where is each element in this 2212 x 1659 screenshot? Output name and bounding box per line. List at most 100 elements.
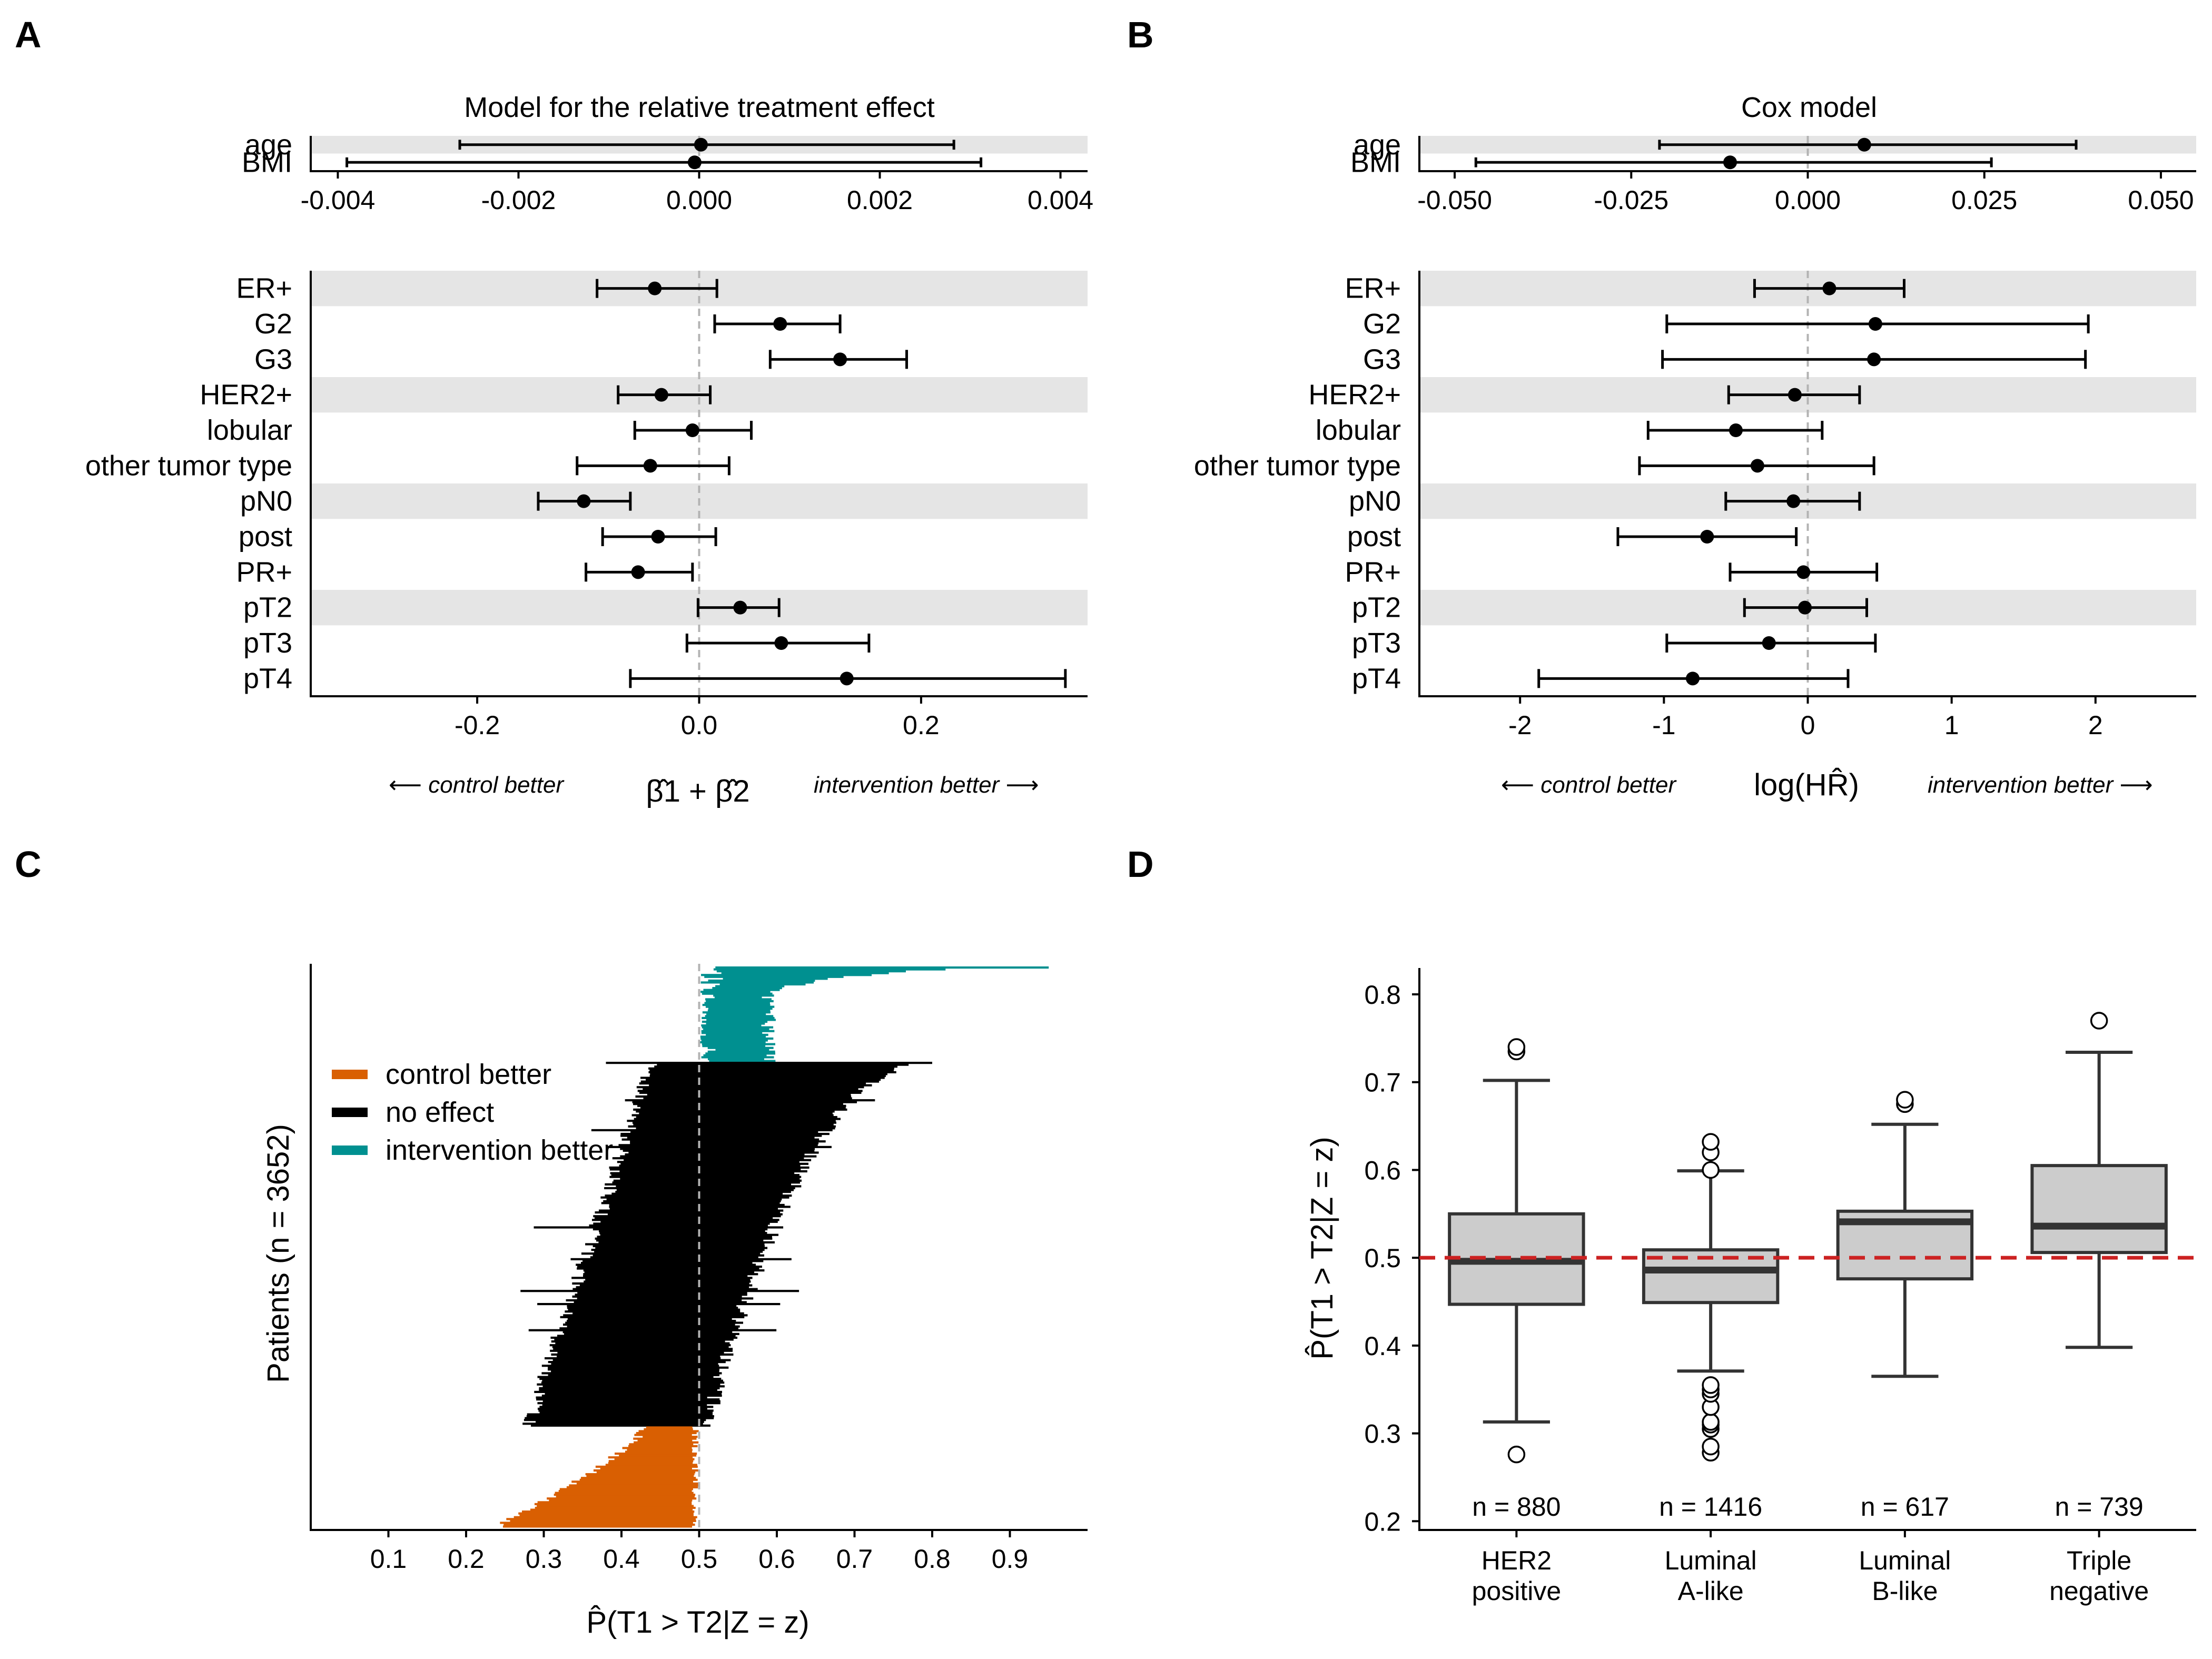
interval-intervention-better [702, 1016, 775, 1019]
interval-no-effect [612, 1181, 800, 1184]
interval-no-effect [619, 1164, 801, 1167]
interval-no-effect [556, 1355, 720, 1358]
interval-no-effect [550, 1336, 738, 1339]
interval-intervention-better [709, 1060, 776, 1062]
interval-no-effect [536, 1420, 704, 1423]
interval-intervention-better [706, 1019, 776, 1021]
interval-control-better [554, 1494, 696, 1496]
interval-no-effect [542, 1404, 707, 1406]
interval-no-effect [565, 1321, 744, 1324]
x-tick-label: 0.3 [526, 1544, 562, 1574]
interval-control-better [608, 1461, 693, 1464]
interval-control-better [559, 1488, 693, 1490]
interval-no-effect [649, 1069, 894, 1072]
interval-no-effect [592, 1245, 765, 1248]
x-tick-label: -0.050 [1417, 185, 1492, 215]
outlier-luminal-a-like [1702, 1133, 1720, 1151]
interval-no-effect [557, 1351, 724, 1354]
interval-no-effect [609, 1203, 785, 1206]
interval-no-effect [631, 1114, 834, 1117]
x-tick-label: -0.025 [1594, 185, 1668, 215]
interval-no-effect [541, 1372, 722, 1375]
interval-control-better [593, 1469, 698, 1472]
legend-label-control-better: control better [386, 1059, 551, 1090]
interval-no-effect [648, 1067, 894, 1070]
interval-control-better [566, 1486, 698, 1489]
interval-no-effect [627, 1120, 836, 1122]
interval-no-effect [537, 1376, 714, 1378]
interval-no-effect [584, 1280, 751, 1283]
estimate-point-age [1857, 137, 1871, 152]
interval-no-effect [550, 1349, 733, 1352]
interval-no-effect [536, 1396, 707, 1399]
interval-no-effect [601, 1202, 780, 1204]
interval-control-better [644, 1428, 693, 1430]
panel-a-xlabel: β̂1 + β̂2 [646, 774, 749, 808]
interval-no-effect [534, 1226, 784, 1229]
panel-a-note-right: intervention better ⟶ [814, 772, 1039, 798]
estimate-point-pt2 [1798, 600, 1812, 615]
x-tick-label: 0.1 [370, 1544, 407, 1574]
interval-no-effect [650, 1073, 887, 1075]
interval-control-better [646, 1426, 693, 1429]
interval-control-better [571, 1480, 694, 1483]
interval-control-better [569, 1484, 699, 1487]
estimate-point-g2 [773, 317, 787, 331]
interval-no-effect [625, 1099, 875, 1102]
interval-no-effect [657, 1063, 909, 1066]
interval-no-effect [537, 1402, 720, 1405]
interval-intervention-better [702, 1026, 774, 1029]
estimate-point-her2 [1788, 388, 1802, 402]
estimate-point-bmi [1723, 155, 1737, 170]
interval-no-effect [606, 1062, 932, 1064]
interval-no-effect [625, 1153, 805, 1156]
interval-no-effect [591, 1219, 779, 1221]
interval-no-effect [562, 1331, 733, 1334]
interval-intervention-better [715, 985, 785, 987]
row-label-g3: G3 [254, 343, 292, 375]
interval-no-effect [640, 1080, 880, 1083]
estimate-point-pr [631, 565, 645, 579]
interval-no-effect [564, 1332, 739, 1335]
interval-intervention-better [706, 1013, 766, 1015]
interval-no-effect [616, 1185, 802, 1188]
interval-intervention-better [703, 1054, 767, 1056]
x-tick-label: 2 [2088, 710, 2103, 740]
legend-swatch-intervention-better [332, 1146, 368, 1155]
interval-control-better [608, 1456, 693, 1459]
row-label-age: age [1354, 129, 1401, 161]
row-label-lobular: lobular [207, 414, 292, 446]
interval-no-effect [623, 1149, 815, 1152]
row-label-er: ER+ [1345, 273, 1401, 304]
interval-no-effect [633, 1123, 834, 1126]
x-tick-label: 0 [1801, 710, 1815, 740]
interval-intervention-better [721, 972, 889, 974]
interval-control-better [535, 1506, 696, 1509]
x-tick-label: 0.7 [836, 1544, 873, 1574]
interval-no-effect [567, 1318, 732, 1320]
interval-no-effect [548, 1374, 720, 1377]
row-label-other-tumor-type: other tumor type [1194, 450, 1401, 481]
row-label-her2: HER2+ [1308, 379, 1401, 411]
x-tick-label: -2 [1508, 710, 1532, 740]
estimate-point-other-tumor-type [1750, 459, 1764, 473]
interval-no-effect [567, 1325, 740, 1328]
interval-intervention-better [700, 1035, 766, 1038]
interval-control-better [530, 1508, 693, 1511]
interval-no-effect [548, 1366, 729, 1369]
interval-control-better [608, 1460, 694, 1463]
interval-no-effect [643, 1097, 852, 1100]
row-label-g3: G3 [1363, 343, 1401, 375]
interval-no-effect [551, 1370, 719, 1372]
interval-no-effect [636, 1110, 835, 1113]
interval-intervention-better [708, 1058, 764, 1061]
estimate-point-pr [1796, 565, 1811, 579]
interval-no-effect [609, 1207, 778, 1210]
interval-no-effect [553, 1348, 733, 1350]
interval-no-effect [595, 1211, 781, 1214]
interval-no-effect [600, 1196, 789, 1199]
interval-no-effect [526, 1415, 714, 1418]
interval-no-effect [537, 1303, 781, 1306]
interval-no-effect [610, 1172, 795, 1174]
interval-no-effect [525, 1417, 714, 1419]
